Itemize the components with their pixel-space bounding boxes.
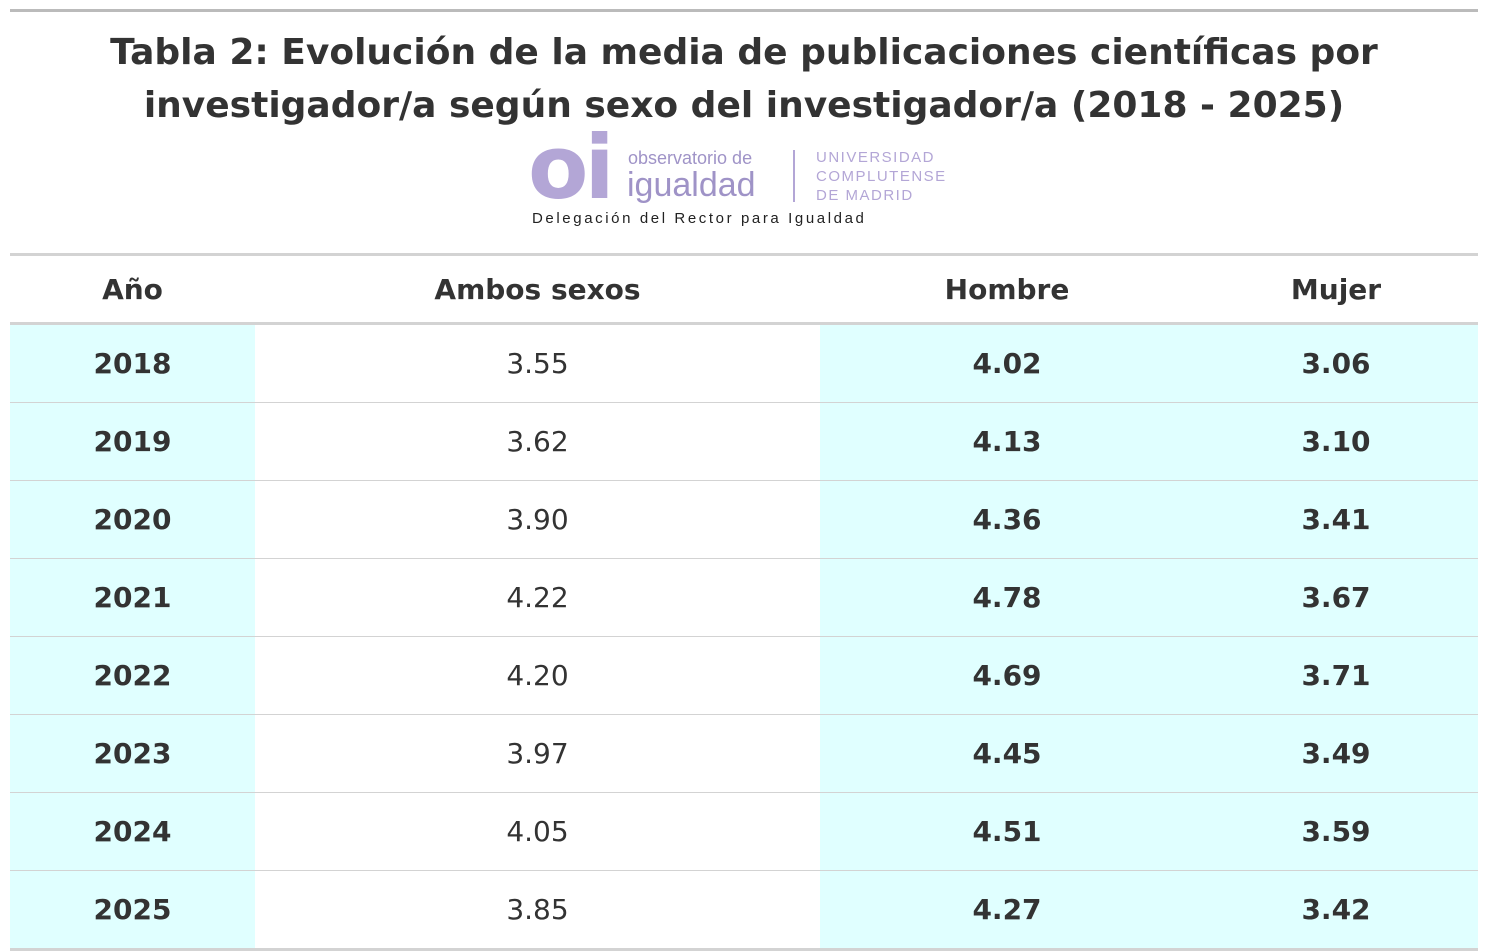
table-row: 2024 4.05 4.51 3.59	[10, 792, 1478, 871]
container: Tabla 2: Evolución de la media de public…	[10, 9, 1478, 951]
column-header: Año	[10, 254, 255, 325]
table-cell: 4.13	[820, 402, 1194, 481]
table-cell: 2020	[10, 480, 255, 559]
table-cell: 3.42	[1194, 870, 1478, 950]
table-cell: 3.67	[1194, 558, 1478, 637]
table-title: Tabla 2: Evolución de la media de public…	[110, 32, 1378, 126]
table-cell: 4.36	[820, 480, 1194, 559]
table-cell: 3.49	[1194, 714, 1478, 793]
table-cell: 4.78	[820, 558, 1194, 637]
table-cell: 4.51	[820, 792, 1194, 871]
table-cell: 4.22	[255, 558, 820, 637]
column-header: Mujer	[1194, 254, 1478, 325]
table-cell: 4.27	[820, 870, 1194, 950]
table-row: 2019 3.62 4.13 3.10	[10, 402, 1478, 481]
table-cell: 2022	[10, 636, 255, 715]
logo-line: igualdad	[627, 166, 756, 204]
table-cell: 4.45	[820, 714, 1194, 793]
table-cell: 2019	[10, 402, 255, 481]
table-cell: 2023	[10, 714, 255, 793]
table-cell: 3.62	[255, 402, 820, 481]
table-row: 2025 3.85 4.27 3.42	[10, 870, 1478, 950]
table-cell: 4.69	[820, 636, 1194, 715]
table-row: 2021 4.22 4.78 3.67	[10, 558, 1478, 637]
table-row: 2022 4.20 4.69 3.71	[10, 636, 1478, 715]
logo-university: UNIVERSIDAD COMPLUTENSE DE MADRID	[816, 148, 947, 205]
table-cell: 3.90	[255, 480, 820, 559]
logo-line: observatorio de	[628, 148, 753, 168]
table-cell: 3.10	[1194, 402, 1478, 481]
column-header: Hombre	[820, 254, 1194, 325]
logo-university-line: UNIVERSIDAD	[816, 149, 936, 166]
logo-university-line: COMPLUTENSE	[816, 168, 947, 185]
table-cell: 3.41	[1194, 480, 1478, 559]
table-cell: 3.06	[1194, 323, 1478, 403]
table-cell: 3.85	[255, 870, 820, 950]
data-table: Año Ambos sexos Hombre Mujer 2018 3.55 4.02 3.…	[10, 253, 1478, 951]
logo-divider	[793, 150, 795, 202]
logo-mark: oi	[528, 116, 615, 219]
logo: oi observatorio de igualdad UNIVERSIDAD …	[10, 116, 1478, 253]
column-header: Ambos sexos	[255, 254, 820, 325]
header-row: Año Ambos sexos Hombre Mujer	[10, 254, 1478, 325]
table-cell: 2018	[10, 323, 255, 403]
top-rule	[10, 9, 1478, 12]
logo-university-line: DE MADRID	[816, 187, 914, 204]
table-cell: 3.71	[1194, 636, 1478, 715]
table-row: 2023 3.97 4.45 3.49	[10, 714, 1478, 793]
table-cell: 2025	[10, 870, 255, 950]
table-cell: 3.97	[255, 714, 820, 793]
table-cell: 3.59	[1194, 792, 1478, 871]
table-row: 2020 3.90 4.36 3.41	[10, 480, 1478, 559]
table-body: 2018 3.55 4.02 3.06 2019 3.62 4.13 3.10 2020 3.90…	[10, 323, 1478, 950]
table-cell: 4.05	[255, 792, 820, 871]
table-cell: 3.55	[255, 323, 820, 403]
table-row: 2018 3.55 4.02 3.06	[10, 323, 1478, 403]
table-cell: 2021	[10, 558, 255, 637]
table-cell: 4.02	[820, 323, 1194, 403]
logo-tagline: Delegación del Rector para Igualdad	[532, 210, 867, 227]
table-cell: 4.20	[255, 636, 820, 715]
table-cell: 2024	[10, 792, 255, 871]
